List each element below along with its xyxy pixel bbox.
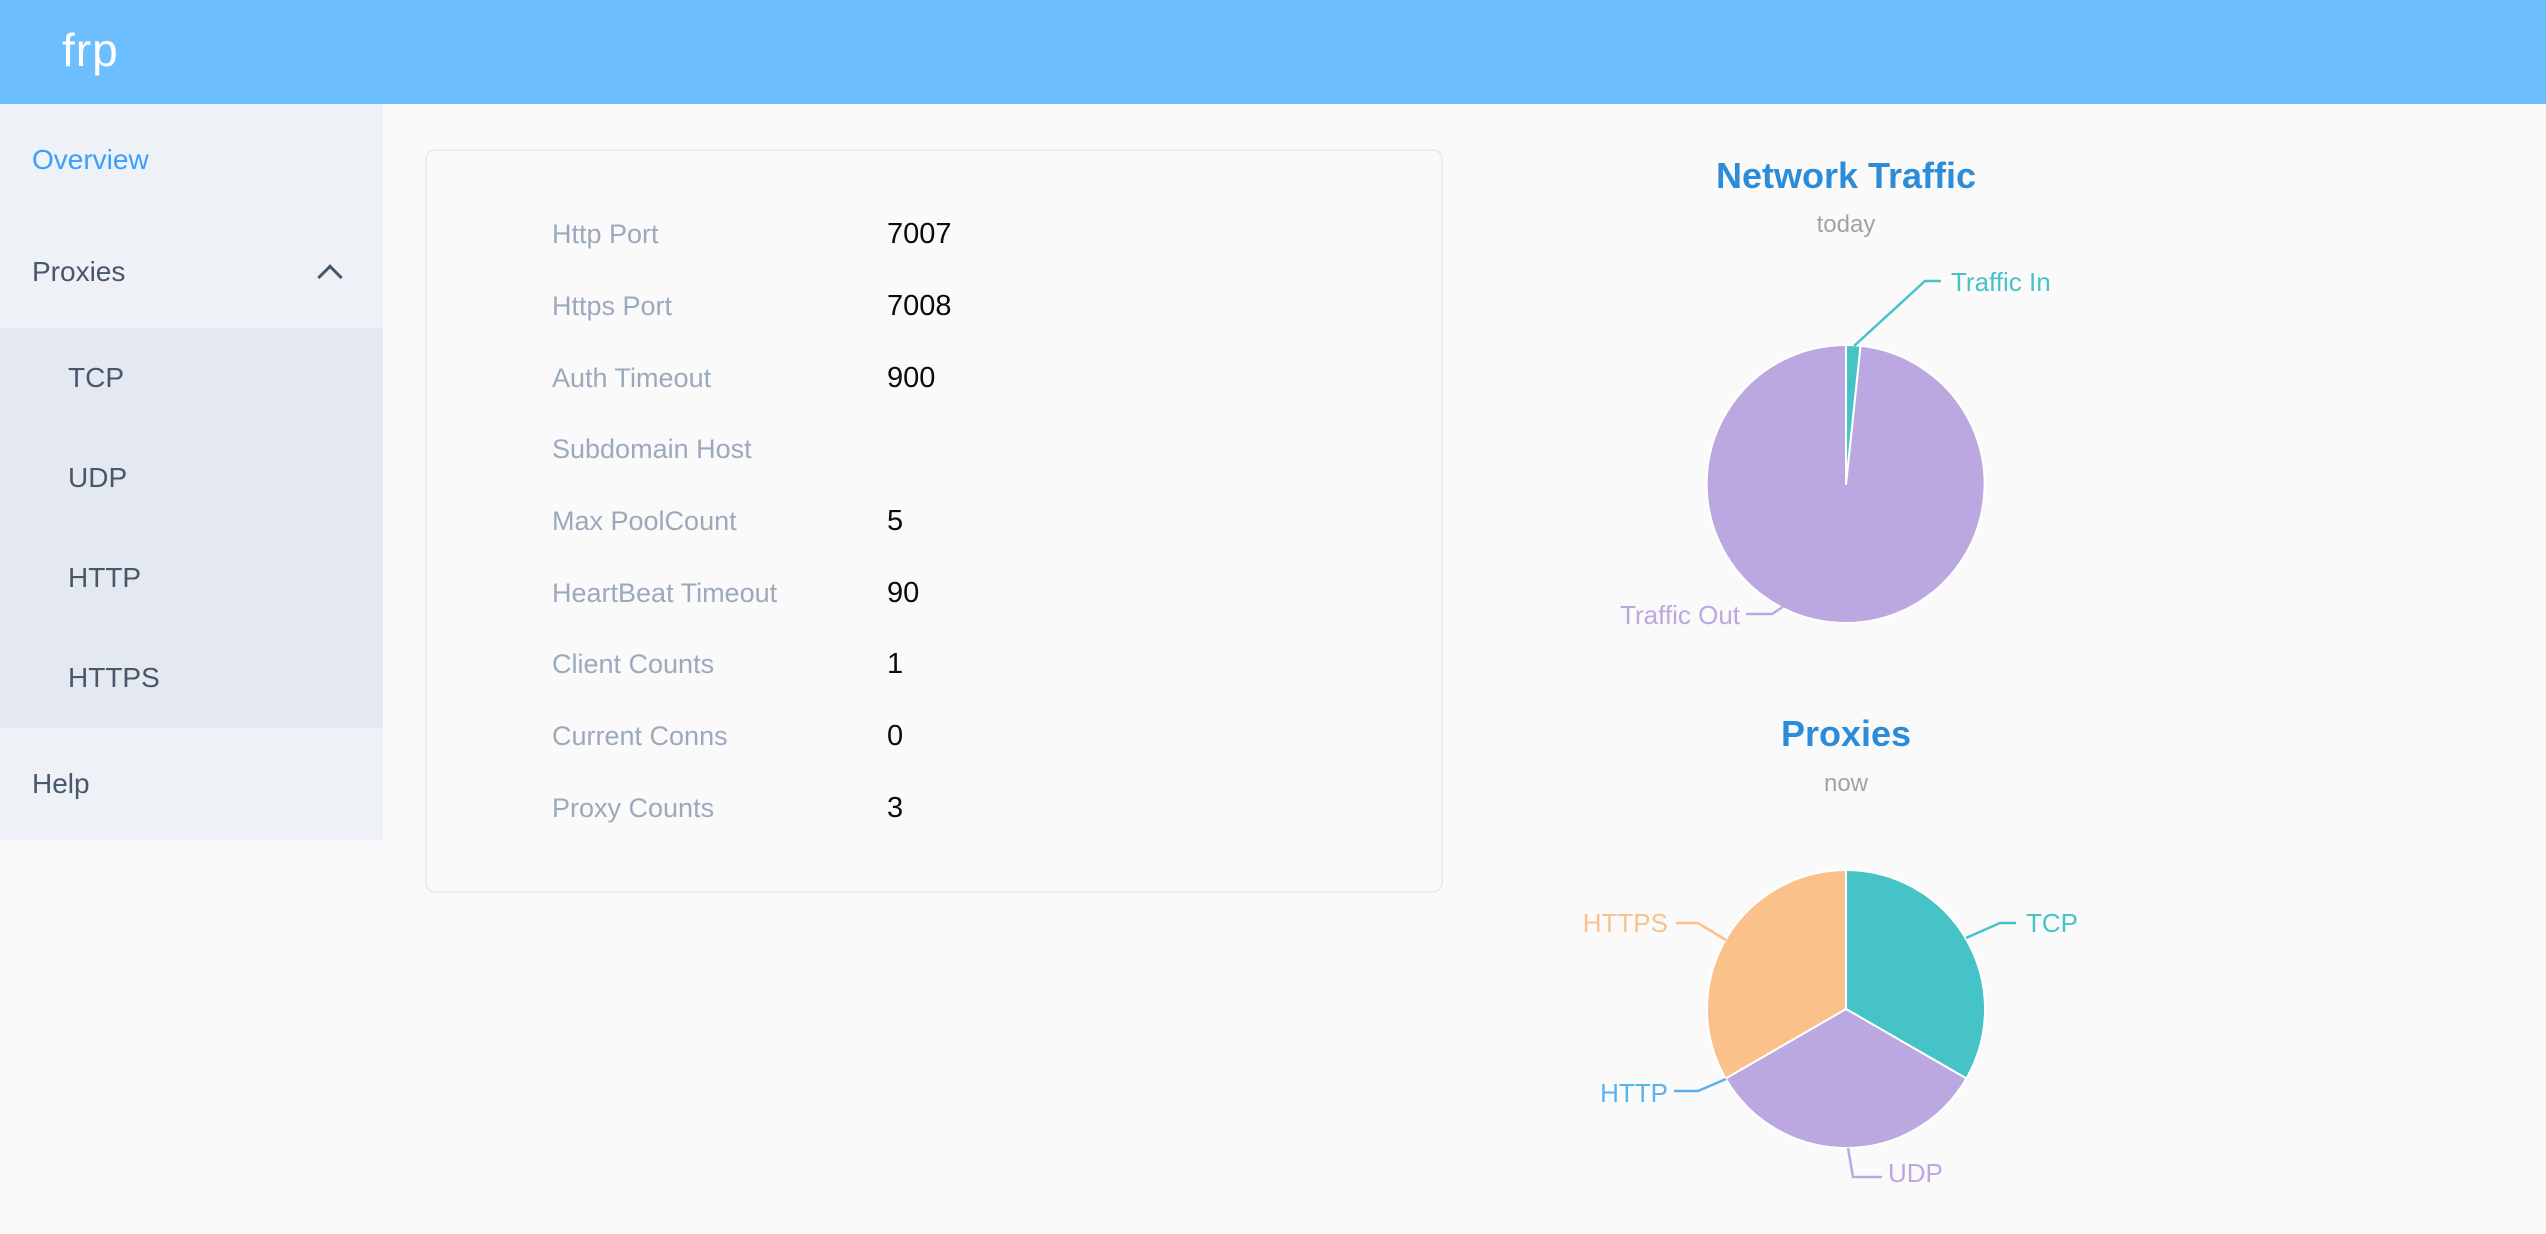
sidebar-item-udp[interactable]: UDP xyxy=(0,428,383,528)
field-value: 90 xyxy=(887,576,920,609)
proxies-submenu: TCP UDP HTTP HTTPS xyxy=(0,328,383,728)
https-slice-label: HTTPS xyxy=(1582,908,1668,938)
field-label: Proxy Counts xyxy=(552,792,715,823)
field-label: Http Port xyxy=(552,219,659,250)
field-value: 7007 xyxy=(887,218,952,251)
table-row: Subdomain Host xyxy=(427,414,1441,486)
field-label: Current Conns xyxy=(552,721,728,752)
frp-logo: frp xyxy=(62,24,119,76)
traffic-out-label-line xyxy=(1746,580,1821,616)
field-label: Max PoolCount xyxy=(552,506,737,537)
field-label: Auth Timeout xyxy=(552,362,712,393)
table-row: Current Conns 0 xyxy=(427,701,1441,773)
sidebar-item-help[interactable]: Help xyxy=(0,728,383,840)
http-label-line xyxy=(1674,1077,1727,1093)
traffic-in-label: Traffic In xyxy=(1951,267,2051,297)
https-label-line xyxy=(1676,921,1727,942)
table-row: HeartBeat Timeout 90 xyxy=(427,557,1441,629)
sidebar-item-proxies-label: Proxies xyxy=(32,256,126,287)
top-header-bar: frp xyxy=(0,0,2546,104)
http-slice-label: HTTP xyxy=(1600,1078,1668,1108)
field-label: Subdomain Host xyxy=(552,434,752,465)
udp-label-line xyxy=(1846,1147,1882,1179)
sidebar-menu: Overview Proxies TCP UDP HTTP HTTPS Help xyxy=(0,104,383,840)
network-traffic-chart-subtitle: today xyxy=(1816,211,1876,238)
table-row: Client Counts 1 xyxy=(427,629,1441,701)
proxies-pie-chart xyxy=(1674,869,2016,1179)
table-row: Max PoolCount 5 xyxy=(427,486,1441,558)
proxies-chart-title: Proxies xyxy=(1780,713,1912,754)
sidebar-item-http-label: HTTP xyxy=(68,562,142,593)
table-row: Http Port 7007 xyxy=(427,199,1441,271)
traffic-out-label: Traffic Out xyxy=(1620,600,1740,630)
sidebar-item-proxies[interactable]: Proxies xyxy=(0,216,383,328)
sidebar-item-tcp-label: TCP xyxy=(68,362,124,393)
udp-slice-label: UDP xyxy=(1888,1158,1943,1188)
tcp-label-line xyxy=(1965,921,2016,940)
field-value: 5 xyxy=(887,505,904,538)
sidebar-item-http[interactable]: HTTP xyxy=(0,528,383,628)
field-label: Https Port xyxy=(552,291,673,322)
sidebar-item-https-label: HTTPS xyxy=(68,662,160,693)
sidebar-item-overview-label: Overview xyxy=(32,144,149,175)
chevron-up-icon[interactable] xyxy=(317,264,343,290)
table-row: Proxy Counts 3 xyxy=(427,773,1441,845)
table-row: Auth Timeout 900 xyxy=(427,342,1441,414)
tcp-slice-label: TCP xyxy=(2026,908,2078,938)
field-value: 900 xyxy=(887,361,936,394)
server-info-card: Http Port 7007 Https Port 7008 Auth Time… xyxy=(425,149,1443,893)
network-traffic-pie-chart xyxy=(1705,279,1986,624)
field-value: 1 xyxy=(887,648,904,681)
sidebar-item-tcp[interactable]: TCP xyxy=(0,328,383,428)
pie-slice-tcp[interactable] xyxy=(1845,869,1986,1080)
sidebar-item-help-label: Help xyxy=(32,768,90,799)
field-label: HeartBeat Timeout xyxy=(552,577,778,608)
sidebar-item-https[interactable]: HTTPS xyxy=(0,628,383,728)
field-value: 0 xyxy=(887,720,904,753)
sidebar-item-overview[interactable]: Overview xyxy=(0,104,383,216)
table-row: Https Port 7008 xyxy=(427,271,1441,343)
proxies-chart-subtitle: now xyxy=(1823,770,1869,797)
network-traffic-chart-title: Network Traffic xyxy=(1715,155,1977,196)
traffic-in-label-line xyxy=(1853,279,1941,347)
pie-slice-traffic-in[interactable] xyxy=(1845,344,1862,485)
field-value: 7008 xyxy=(887,290,952,323)
field-value: 3 xyxy=(887,791,904,824)
sidebar-item-udp-label: UDP xyxy=(68,462,128,493)
field-label: Client Counts xyxy=(552,649,715,680)
